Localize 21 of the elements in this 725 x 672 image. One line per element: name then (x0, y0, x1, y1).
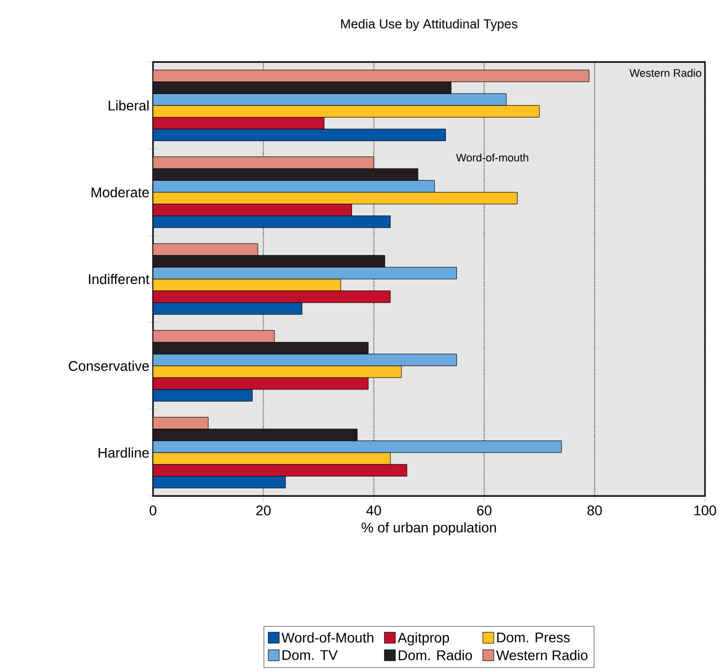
x-tick-label: 60 (477, 506, 492, 516)
y-tick-label: Moderate (92, 187, 149, 198)
x-tick-label: 80 (587, 506, 602, 516)
legend-label: Dom. Radio (398, 650, 472, 660)
x-axis-title: % of urban population (362, 522, 496, 536)
x-tick-label: 20 (256, 506, 271, 516)
x-tick-label: 100 (694, 506, 716, 516)
y-tick-label: Conservative (68, 360, 149, 371)
x-tick-label: 0 (150, 506, 156, 516)
legend-label: Dom. TV (282, 650, 338, 660)
y-tick-label: Indifferent (88, 274, 150, 284)
legend-label: Word-of-Mouth (281, 632, 374, 643)
y-tick-label: Hardline (98, 447, 149, 458)
annotation: Word-of-mouth (456, 153, 528, 162)
legend-label: Dom. Press (497, 632, 570, 642)
legend-label: Agitprop (398, 632, 450, 646)
y-tick-label: Liberal (108, 100, 149, 111)
chart-title: Media Use by Attitudinal Types (341, 18, 518, 32)
legend-label: Western Radio (496, 650, 588, 660)
annotation: Western Radio (629, 68, 702, 77)
x-tick-label: 40 (366, 506, 382, 516)
